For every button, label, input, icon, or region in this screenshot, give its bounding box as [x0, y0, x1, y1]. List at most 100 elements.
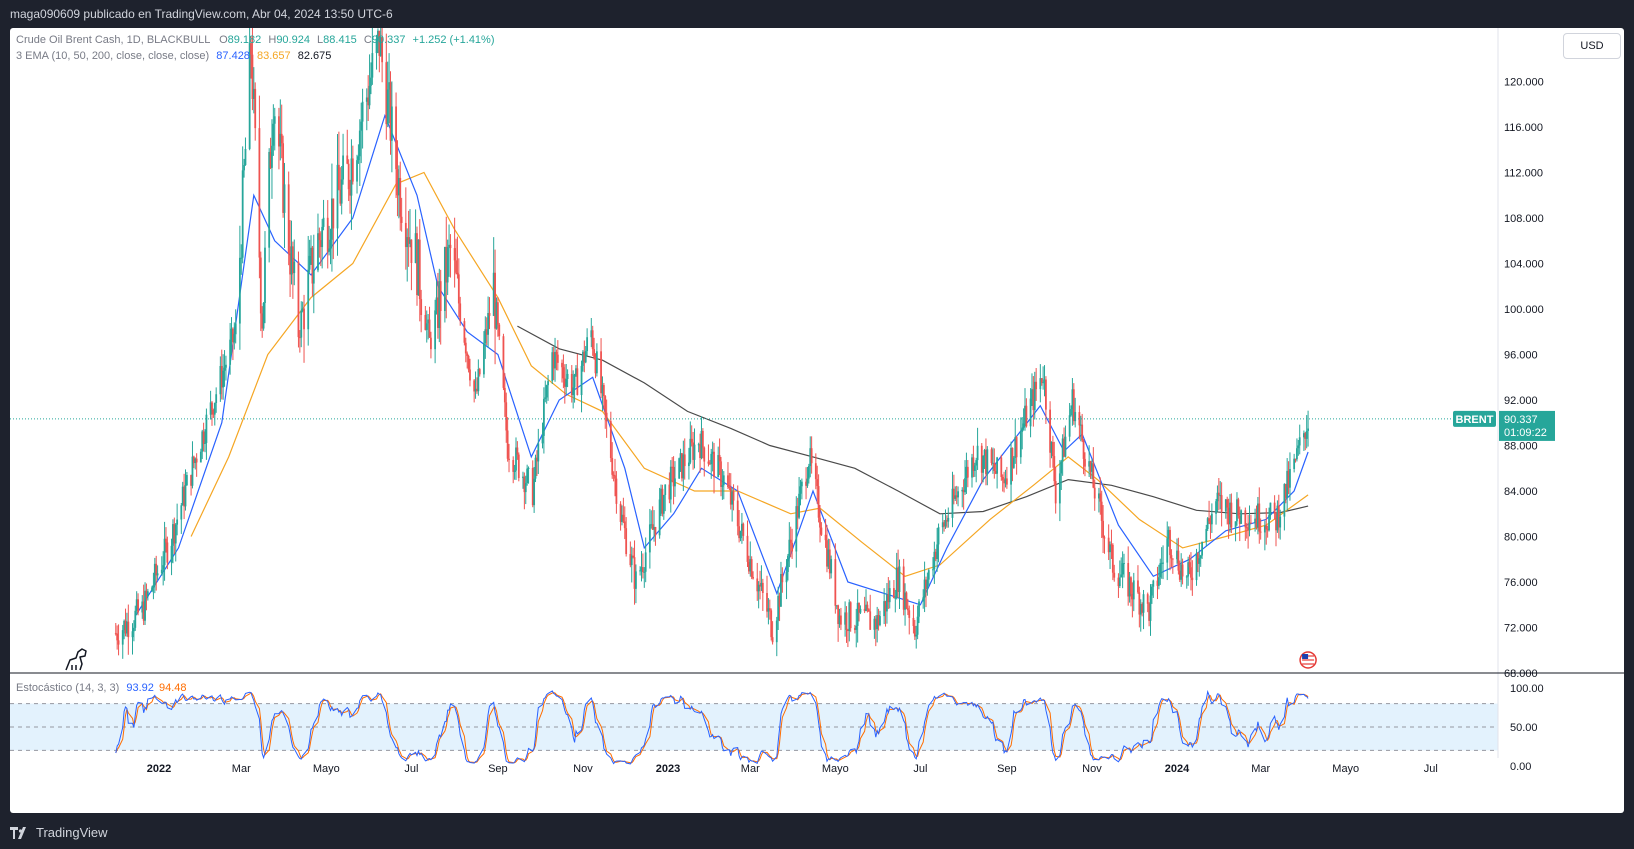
candle-body [622, 514, 625, 522]
candle-body [729, 487, 732, 505]
candle-body [238, 257, 241, 324]
candle-body [971, 457, 973, 478]
candle-body [375, 38, 378, 54]
candle-body [547, 381, 549, 386]
ema200-line [517, 325, 1309, 515]
candle-body [700, 430, 703, 459]
candle-body [1171, 558, 1174, 560]
candle-body [983, 449, 986, 456]
time-tick-label: Jul [404, 763, 418, 775]
candle-body [565, 378, 568, 387]
close-label: C [363, 34, 372, 46]
candle-body [788, 539, 791, 556]
candle-body [976, 445, 979, 461]
candle-body [494, 272, 496, 329]
candle-body [814, 463, 817, 480]
candle-body [552, 352, 555, 369]
footer-brand-text: TradingView [36, 825, 108, 840]
candle-body [332, 198, 335, 229]
candle-body [308, 255, 311, 270]
candle-body [703, 447, 706, 462]
candle-body [692, 442, 695, 460]
candle-body [211, 402, 213, 410]
candle-body [414, 233, 417, 263]
candle-body [1117, 577, 1120, 587]
candle-body [690, 438, 693, 443]
candle-body [1303, 433, 1305, 438]
candle-body [820, 527, 823, 535]
candle-body [1166, 538, 1169, 563]
candle-body [409, 239, 411, 244]
candle-body [554, 351, 556, 369]
candle-body [1139, 604, 1142, 615]
candle-body [770, 610, 773, 638]
candle-body [488, 313, 491, 316]
candle-body [1118, 577, 1121, 587]
candle-body [1022, 423, 1025, 428]
candle-body [1019, 431, 1022, 458]
candle-body [752, 576, 754, 579]
candle-body [496, 302, 499, 325]
candle-body [1042, 382, 1045, 384]
candle-body [1238, 515, 1241, 524]
candle-body [1226, 499, 1229, 508]
candle-body [132, 627, 135, 632]
candle-body [1010, 447, 1012, 485]
candle-body [117, 640, 120, 645]
candle-body [1100, 501, 1103, 521]
symbol-legend[interactable]: Crude Oil Brent Cash, 1D, BLACKBULL O89.… [16, 32, 495, 48]
economic-event-icon[interactable] [1299, 651, 1317, 669]
candle-body [165, 538, 167, 543]
price-badge-value: 90.337 [1504, 414, 1538, 426]
candle-body [654, 526, 657, 536]
candle-body [301, 308, 304, 311]
candle-body [1176, 550, 1178, 560]
candle-body [310, 247, 312, 256]
stoch-tick-label: 100.00 [1510, 683, 1544, 695]
chart-frame[interactable]: 120.000 116.000 112.000 108.000 104.000 100.0… [10, 28, 1624, 813]
candle-body [1121, 563, 1124, 575]
candle-body [542, 398, 545, 436]
candle-body [1110, 544, 1113, 546]
candle-body [209, 402, 212, 415]
candle-body [1003, 479, 1005, 484]
candle-body [867, 609, 870, 612]
chart-canvas[interactable]: 120.000 116.000 112.000 108.000 104.000 100.0… [10, 28, 1624, 813]
candle-body [625, 528, 628, 555]
footer-brand[interactable]: TradingView [10, 822, 108, 844]
candle-body [809, 448, 812, 467]
candle-body [1254, 518, 1256, 524]
candle-body [1093, 487, 1096, 499]
stoch-tick-label: 50.00 [1510, 722, 1538, 734]
candle-body [272, 123, 275, 146]
candle-body [865, 604, 867, 612]
candle-body [835, 605, 838, 607]
candle-body [897, 567, 899, 593]
currency-button[interactable]: USD [1563, 33, 1621, 59]
candle-body [424, 314, 427, 330]
candle-body [453, 248, 456, 261]
ema-legend[interactable]: 3 EMA (10, 50, 200, close, close, close)… [16, 48, 331, 64]
candle-body [406, 237, 409, 248]
candle-body [1024, 405, 1026, 424]
candle-body [693, 444, 696, 460]
candle-body [1216, 492, 1219, 502]
candle-body [278, 116, 280, 147]
candle-body [273, 116, 276, 124]
candle-body [1053, 456, 1056, 482]
time-tick-label: Jul [913, 763, 927, 775]
candle-body [215, 394, 218, 404]
candle-body [1220, 495, 1223, 512]
candle-body [993, 462, 996, 471]
candle-body [1187, 562, 1190, 577]
candle-body [760, 582, 763, 587]
candle-body [1230, 502, 1233, 528]
candle-body [944, 519, 947, 527]
symbol-name: Crude Oil Brent Cash, 1D, BLACKBULL [16, 34, 211, 46]
candle-body [399, 177, 402, 217]
price-badge [1499, 410, 1555, 441]
candle-body [1169, 529, 1171, 556]
stochastic-legend[interactable]: Estocástico (14, 3, 3) 93.92 94.48 [16, 680, 187, 696]
candle-body [1219, 495, 1222, 497]
candle-body [1120, 574, 1123, 578]
